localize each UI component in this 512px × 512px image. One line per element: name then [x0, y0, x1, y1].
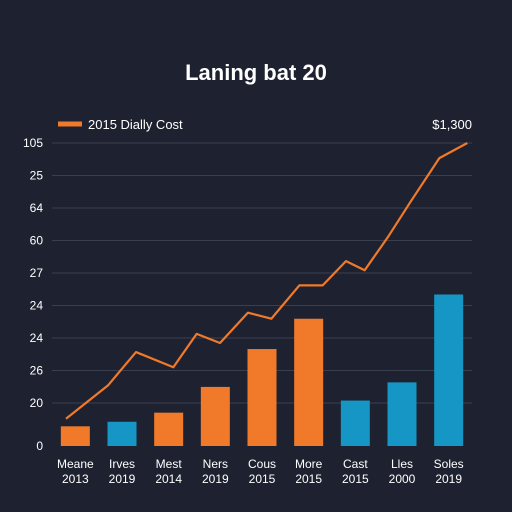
y-tick-label: 60: [30, 234, 44, 248]
x-tick-label: Mest: [156, 457, 183, 471]
bar: [387, 382, 417, 446]
bars: [60, 294, 464, 446]
y-tick-label: 20: [30, 396, 44, 410]
x-tick-label: Cous: [248, 457, 276, 471]
x-tick-year: 2014: [155, 472, 182, 486]
y-tick-label: 24: [30, 299, 44, 313]
x-tick-year: 2000: [389, 472, 416, 486]
x-tick-year: 2019: [435, 472, 462, 486]
corner-label: $1,300: [432, 117, 472, 132]
y-tick-label: 0: [36, 439, 43, 453]
x-tick-label: Soles: [434, 457, 464, 471]
y-tick-label: 25: [30, 169, 44, 183]
y-tick-label: 27: [30, 266, 44, 280]
bar: [107, 421, 137, 446]
bar: [247, 349, 277, 446]
bar: [154, 412, 184, 446]
x-axis-ticks: Meane2013Irves2019Mest2014Ners2019Cous20…: [57, 457, 464, 486]
x-tick-label: Lles: [391, 457, 413, 471]
x-tick-year: 2015: [295, 472, 322, 486]
y-tick-label: 26: [30, 364, 44, 378]
x-tick-year: 2019: [202, 472, 229, 486]
x-tick-year: 2015: [342, 472, 369, 486]
x-tick-label: Irves: [109, 457, 135, 471]
chart-title: Laning bat 20: [185, 60, 327, 85]
x-tick-label: Ners: [203, 457, 228, 471]
cost-line: [65, 142, 468, 420]
x-tick-label: Meane: [57, 457, 94, 471]
bar: [434, 294, 464, 446]
x-tick-year: 2013: [62, 472, 89, 486]
bar: [340, 400, 370, 446]
bar: [200, 386, 230, 446]
bar: [294, 318, 324, 446]
y-tick-label: 64: [30, 201, 44, 215]
x-tick-year: 2019: [109, 472, 136, 486]
legend-label: 2015 Dially Cost: [88, 117, 183, 132]
y-tick-label: 24: [30, 331, 44, 345]
x-tick-label: Cast: [343, 457, 368, 471]
x-tick-label: More: [295, 457, 323, 471]
x-tick-year: 2015: [249, 472, 276, 486]
bar: [60, 426, 90, 446]
y-axis-ticks: 105 25 64 60 27 24 24 26 20 0: [23, 136, 43, 453]
y-tick-label: 105: [23, 136, 43, 150]
line-series: [65, 142, 468, 420]
